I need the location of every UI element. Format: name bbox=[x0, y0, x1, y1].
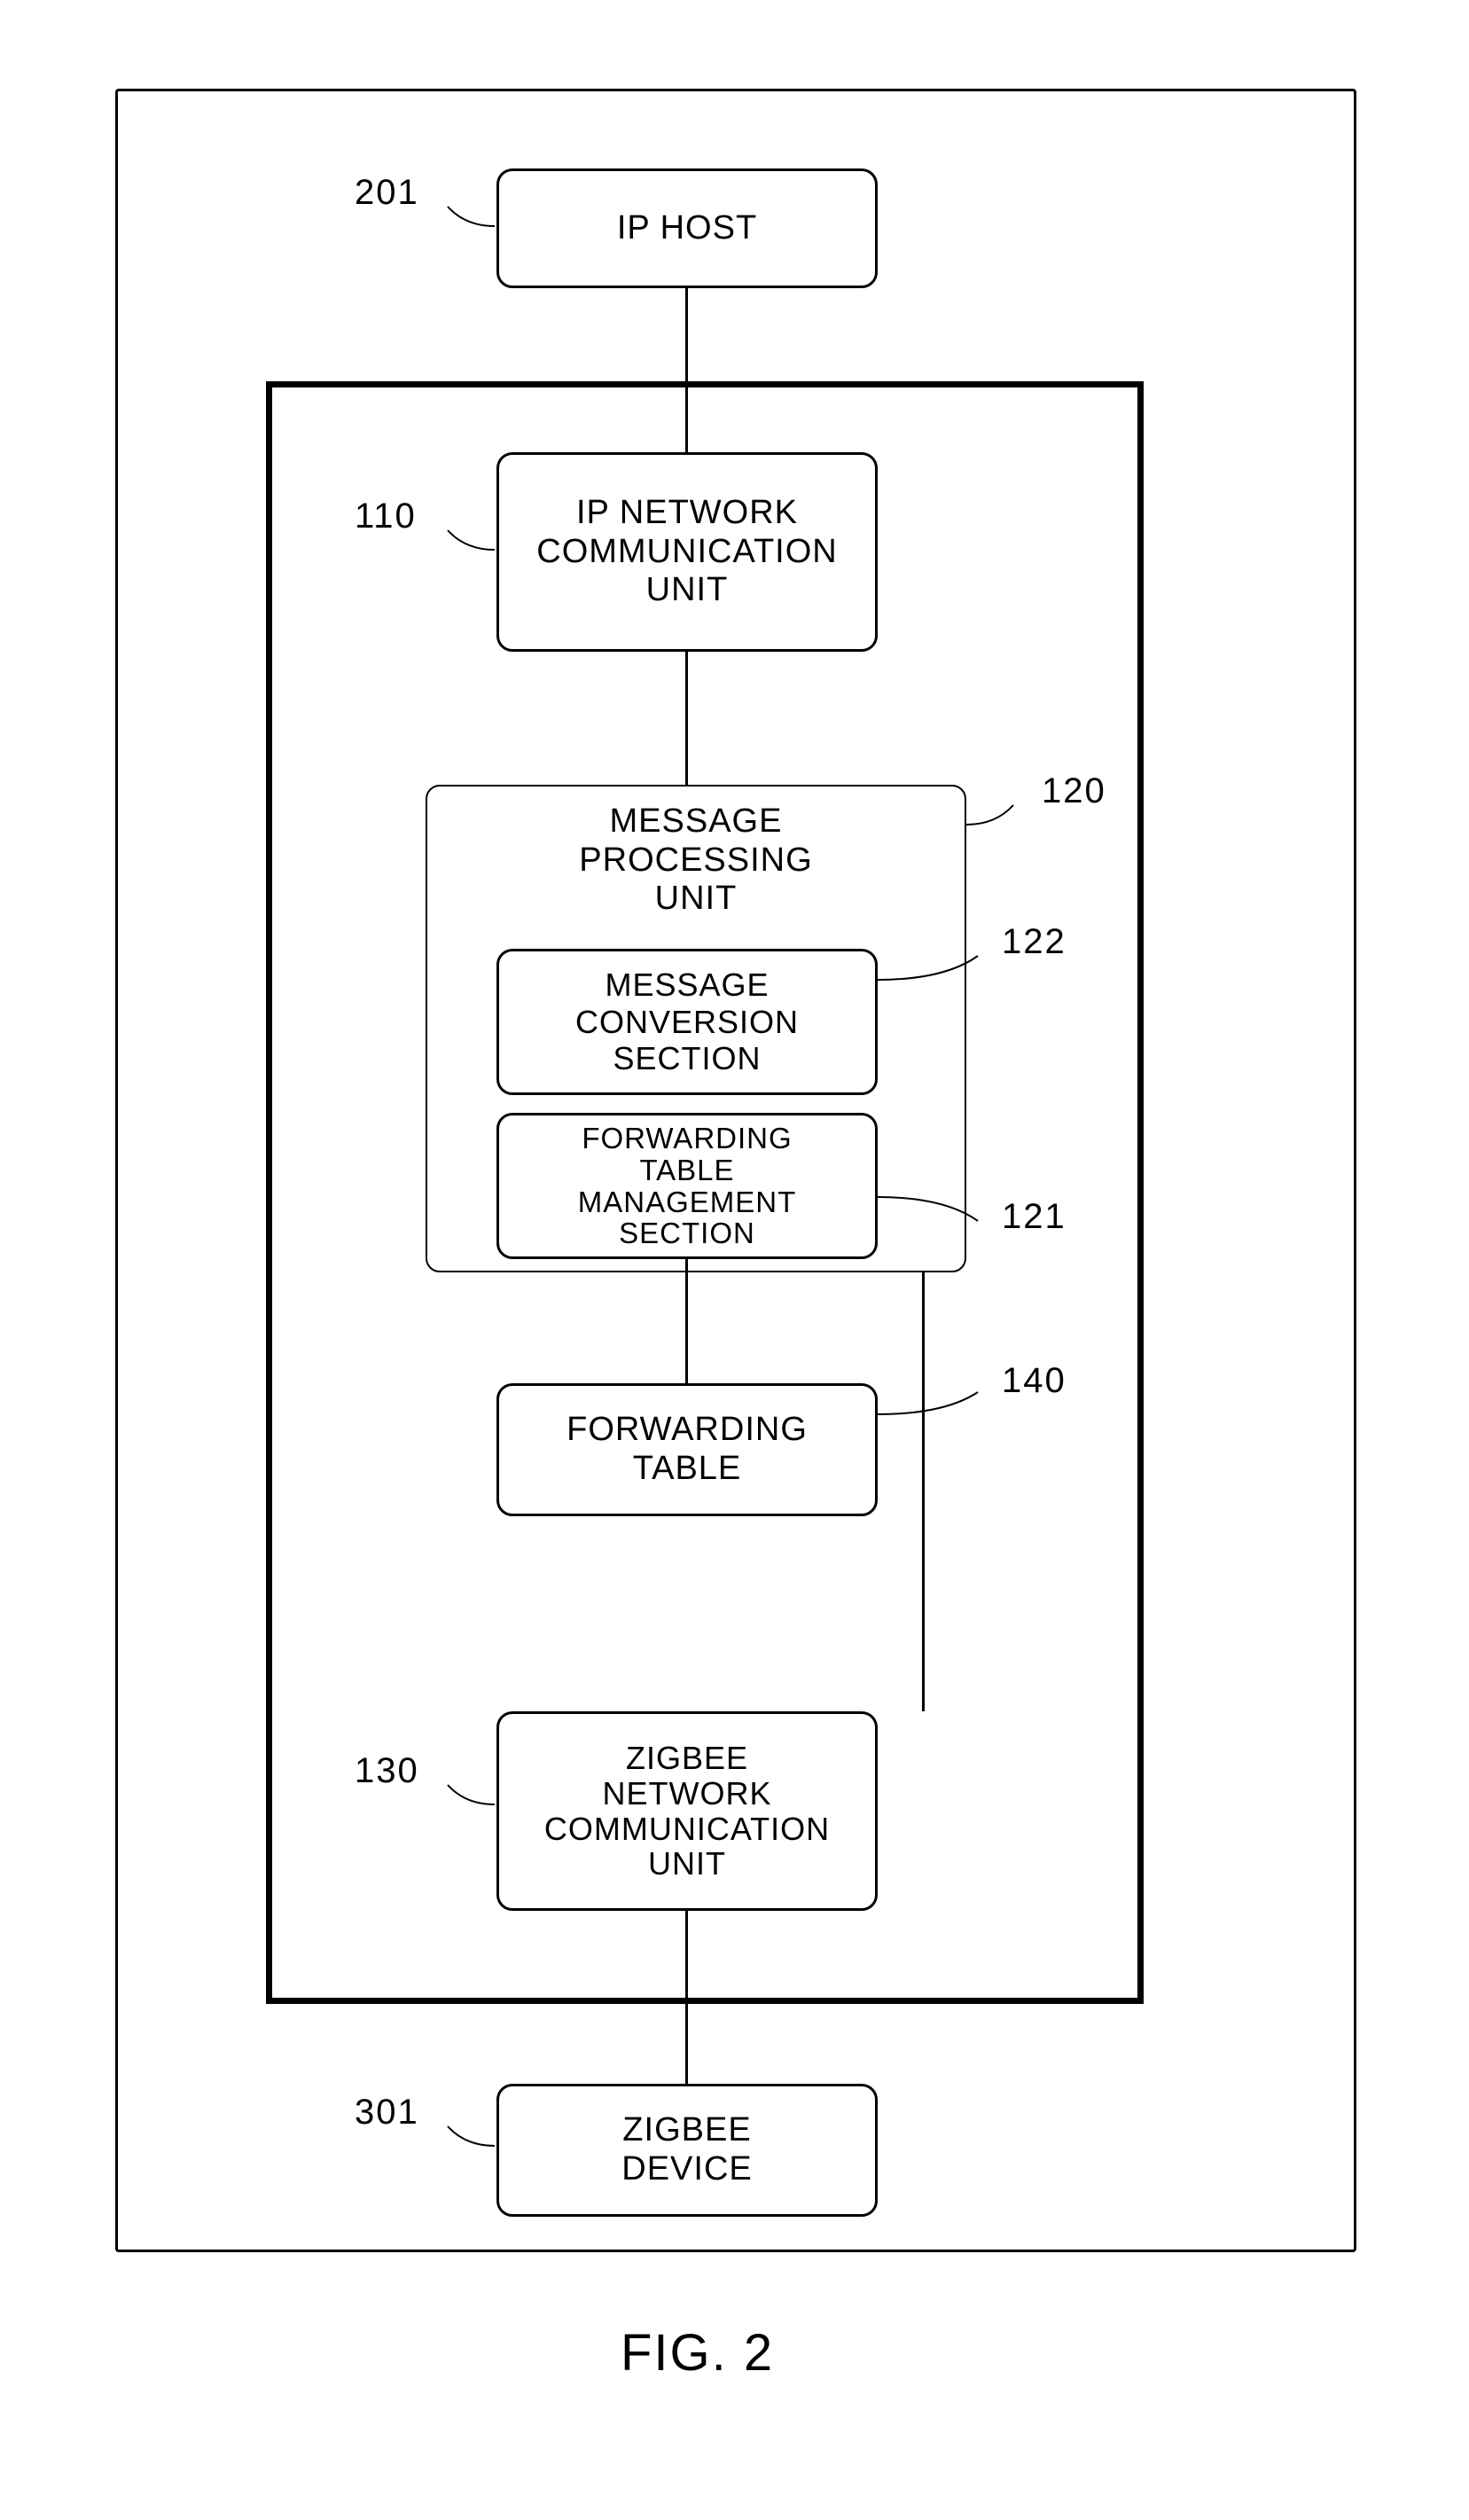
connector-2 bbox=[685, 652, 688, 785]
block-zb-device: ZIGBEE DEVICE bbox=[496, 2084, 878, 2217]
lead-121 bbox=[873, 1184, 1006, 1237]
label-msg-unit: MESSAGE PROCESSING UNIT bbox=[426, 802, 966, 919]
block-zb-comm: ZIGBEE NETWORK COMMUNICATION UNIT bbox=[496, 1711, 878, 1911]
ref-201: 201 bbox=[355, 173, 419, 213]
lead-110 bbox=[417, 514, 501, 567]
lead-201 bbox=[417, 191, 501, 244]
label-msg-conv: MESSAGE CONVERSION SECTION bbox=[575, 967, 799, 1076]
lead-301 bbox=[417, 2110, 501, 2164]
connector-5 bbox=[685, 1911, 688, 2084]
ref-121: 121 bbox=[1002, 1197, 1067, 1237]
block-msg-conv: MESSAGE CONVERSION SECTION bbox=[496, 949, 878, 1095]
ref-130: 130 bbox=[355, 1751, 419, 1791]
block-fwd-table: FORWARDING TABLE bbox=[496, 1383, 878, 1516]
label-zb-device: ZIGBEE DEVICE bbox=[621, 2111, 752, 2188]
ref-120: 120 bbox=[1042, 771, 1106, 811]
label-ip-host: IP HOST bbox=[617, 209, 757, 248]
lead-130 bbox=[417, 1769, 501, 1822]
lead-122 bbox=[873, 940, 1006, 993]
ref-301: 301 bbox=[355, 2093, 419, 2133]
connector-3 bbox=[685, 1259, 688, 1383]
label-fwd-mgmt: FORWARDING TABLE MANAGEMENT SECTION bbox=[578, 1123, 797, 1249]
ref-110: 110 bbox=[355, 497, 417, 536]
connector-1 bbox=[685, 288, 688, 452]
label-zb-comm: ZIGBEE NETWORK COMMUNICATION UNIT bbox=[544, 1741, 830, 1881]
block-fwd-mgmt: FORWARDING TABLE MANAGEMENT SECTION bbox=[496, 1113, 878, 1259]
label-ip-comm: IP NETWORK COMMUNICATION UNIT bbox=[536, 494, 838, 610]
block-ip-comm: IP NETWORK COMMUNICATION UNIT bbox=[496, 452, 878, 652]
block-ip-host: IP HOST bbox=[496, 168, 878, 288]
figure-label: FIG. 2 bbox=[621, 2323, 774, 2383]
lead-120 bbox=[962, 789, 1046, 842]
connector-4 bbox=[922, 1272, 925, 1711]
ref-140: 140 bbox=[1002, 1361, 1067, 1401]
label-fwd-table: FORWARDING TABLE bbox=[567, 1411, 808, 1488]
diagram-canvas: IP HOST 201 IP NETWORK COMMUNICATION UNI… bbox=[0, 0, 1469, 2520]
ref-122: 122 bbox=[1002, 922, 1067, 962]
lead-140 bbox=[873, 1379, 1006, 1432]
